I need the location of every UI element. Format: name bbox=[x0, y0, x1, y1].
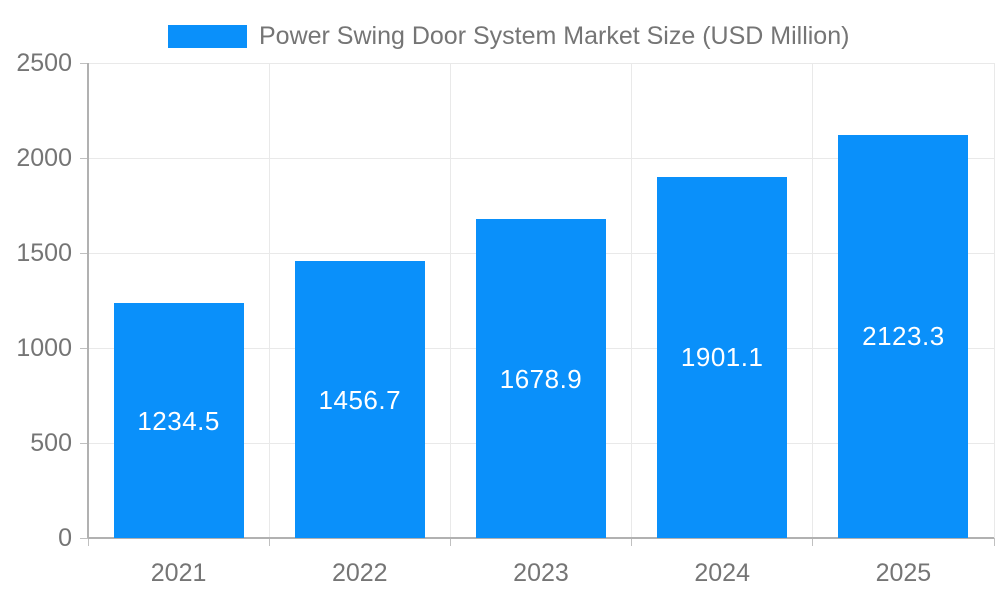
x-axis-label: 2021 bbox=[150, 559, 207, 587]
legend-item[interactable]: Power Swing Door System Market Size (USD… bbox=[168, 22, 849, 51]
y-axis-label: 1500 bbox=[16, 239, 72, 267]
gridline-vertical bbox=[449, 63, 451, 538]
x-axis-tick bbox=[993, 538, 995, 546]
gridline-horizontal bbox=[88, 62, 994, 64]
y-axis-tick bbox=[80, 442, 88, 444]
gridline-vertical bbox=[268, 63, 270, 538]
x-axis-label: 2023 bbox=[513, 559, 569, 587]
y-axis-label: 2000 bbox=[16, 144, 72, 172]
y-axis-label: 1000 bbox=[16, 334, 72, 362]
bar-value-label: 1678.9 bbox=[499, 363, 583, 394]
bar-2021[interactable] bbox=[113, 303, 244, 538]
x-axis-tick bbox=[449, 538, 451, 546]
x-axis-tick bbox=[268, 538, 270, 546]
x-axis-label: 2022 bbox=[331, 559, 388, 587]
bar-2025[interactable] bbox=[838, 134, 969, 538]
y-axis-tick bbox=[80, 347, 88, 349]
y-axis-tick bbox=[80, 157, 88, 159]
bar-2023[interactable] bbox=[476, 219, 606, 538]
y-axis-label: 500 bbox=[30, 429, 72, 457]
bar-2024[interactable] bbox=[657, 176, 788, 538]
x-axis-tick bbox=[87, 538, 89, 546]
x-axis-line bbox=[88, 537, 994, 539]
gridline-vertical bbox=[993, 63, 995, 538]
bar-value-label: 1901.1 bbox=[680, 342, 764, 373]
bar-value-label: 1234.5 bbox=[137, 405, 220, 436]
legend-swatch-icon bbox=[168, 25, 247, 48]
y-axis-tick bbox=[80, 537, 88, 539]
y-axis-line bbox=[87, 63, 89, 538]
bar-value-label: 1456.7 bbox=[318, 384, 402, 415]
gridline-vertical bbox=[812, 63, 814, 538]
y-axis-label: 2500 bbox=[16, 49, 72, 77]
x-axis-label: 2024 bbox=[694, 559, 750, 587]
y-axis-tick bbox=[80, 252, 88, 254]
y-axis-tick bbox=[80, 62, 88, 64]
x-axis-label: 2025 bbox=[875, 559, 932, 587]
x-axis-tick bbox=[812, 538, 814, 546]
bar-value-label: 2123.3 bbox=[862, 321, 945, 352]
x-axis-tick bbox=[631, 538, 633, 546]
bar-2022[interactable] bbox=[294, 261, 425, 538]
legend-label: Power Swing Door System Market Size (USD… bbox=[259, 22, 850, 50]
gridline-horizontal bbox=[88, 157, 994, 159]
gridline-vertical bbox=[631, 63, 633, 538]
y-axis-label: 0 bbox=[58, 524, 72, 552]
